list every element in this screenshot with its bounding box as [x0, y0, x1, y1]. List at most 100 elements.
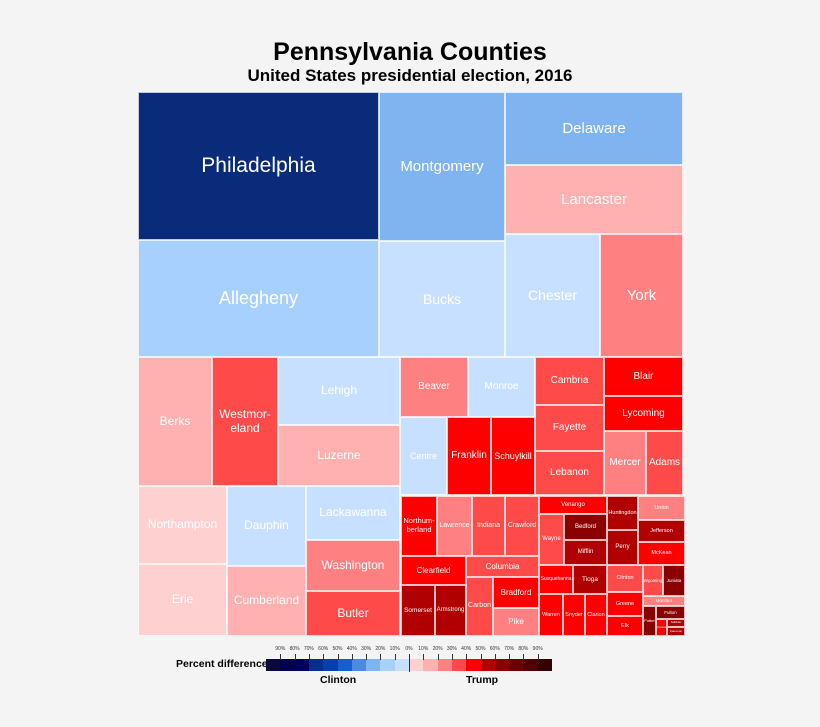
county-cell-venango: Venango [539, 496, 607, 514]
legend-tick [437, 654, 439, 660]
legend-swatch [337, 659, 353, 671]
county-cell-centre: Centre [400, 417, 447, 495]
county-cell-indiana: Indiana [472, 496, 505, 556]
county-cell-york: York [600, 234, 683, 357]
legend-trump-label: Trump [466, 674, 499, 686]
legend-tick [409, 654, 410, 672]
legend-tick-label: 60% [489, 646, 500, 652]
county-cell-westmoreland: Westmor- eland [212, 357, 278, 486]
county-cell-delaware: Delaware [505, 92, 683, 165]
county-cell-elk: Elk [607, 616, 643, 636]
county-cell-pike: Pike [493, 608, 539, 636]
chart-subtitle: United States presidential election, 201… [247, 66, 573, 85]
legend-swatch [294, 659, 310, 671]
county-cell-berks: Berks [138, 357, 212, 486]
legend-tick-label: 10% [418, 646, 429, 652]
legend-tick [480, 654, 482, 660]
legend-tick [380, 654, 382, 660]
legend-swatch [323, 659, 338, 671]
legend-swatch [537, 659, 553, 671]
legend-clinton-label: Clinton [320, 674, 357, 686]
county-cell-snyder: Snyder [563, 594, 585, 636]
legend-swatch [523, 659, 539, 671]
county-cell-cameron: Cameron [667, 627, 685, 636]
legend-swatch [509, 659, 524, 671]
legend-tick [323, 654, 325, 660]
legend-tick [351, 654, 353, 660]
legend-tick [509, 654, 511, 660]
county-cell-fayette: Fayette [535, 405, 604, 451]
legend-tick [466, 654, 468, 660]
county-cell-lycoming: Lycoming [604, 396, 683, 431]
county-cell-mercer: Mercer [604, 431, 646, 495]
legend-tick [280, 654, 282, 660]
county-cell-philadelphia: Philadelphia [138, 92, 379, 240]
legend-tick-label: 0% [405, 646, 413, 652]
legend-tick [337, 654, 339, 660]
county-cell-greene: Greene [607, 592, 643, 616]
legend-tick-label: 90% [532, 646, 543, 652]
legend-label: Percent difference: [176, 658, 272, 670]
legend-swatch [380, 659, 396, 671]
county-cell-jefferson: Jefferson [638, 520, 685, 542]
county-cell-crawford: Crawford [505, 496, 539, 556]
legend-tick [537, 654, 539, 660]
county-cell-lackawanna: Lackawanna [306, 486, 400, 540]
county-cell-warren: Warren [539, 594, 563, 636]
county-cell-butler: Butler [306, 591, 400, 636]
legend-tick-label: 40% [346, 646, 357, 652]
legend-tick-label: 60% [318, 646, 329, 652]
legend-tick-label: 40% [461, 646, 472, 652]
county-cell-dauphin: Dauphin [227, 486, 306, 566]
county-cell-washington: Washington [306, 540, 400, 591]
legend-tick-label: 50% [475, 646, 486, 652]
county-cell-northampton: Northampton [138, 486, 227, 564]
chart-title: Pennsylvania Counties [273, 38, 547, 66]
county-cell-lebanon: Lebanon [535, 451, 604, 495]
county-cell-erie: Erie [138, 564, 227, 636]
legend-tick [366, 654, 368, 660]
legend-tick-label: 20% [432, 646, 443, 652]
legend-tick-label: 30% [361, 646, 372, 652]
county-cell-tioga: Tioga [573, 565, 607, 594]
legend-swatch [494, 659, 510, 671]
county-cell-franklin: Franklin [447, 417, 491, 495]
legend-swatch [409, 659, 424, 671]
legend-tick-label: 50% [332, 646, 343, 652]
county-cell-beaver: Beaver [400, 357, 468, 417]
county-cell-luzerne: Luzerne [278, 425, 400, 486]
county-cell-clarion: Clarion [585, 594, 607, 636]
legend-swatch [451, 659, 467, 671]
county-cell-monroe: Monroe [468, 357, 535, 417]
county-cell-somerset: Somerset [401, 585, 435, 636]
county-cell-adams: Adams [646, 431, 683, 495]
legend-tick-label: 20% [375, 646, 386, 652]
legend-swatch [480, 659, 496, 671]
legend-swatch [423, 659, 439, 671]
legend-tick [523, 654, 525, 660]
county-cell-sullivan: Sullivan [667, 619, 685, 627]
county-cell-carbon: Carbon [466, 577, 493, 636]
legend-tick-label: 80% [518, 646, 529, 652]
county-cell-northumberland: Northum- berland [401, 496, 437, 556]
county-cell-perry: Perry [607, 530, 638, 565]
county-cell-montour: Montour [643, 596, 685, 606]
legend-swatch [466, 659, 481, 671]
county-cell-allegheny: Allegheny [138, 240, 379, 357]
legend-swatch [308, 659, 324, 671]
county-cell-wyoming: Wyoming [643, 565, 663, 596]
legend-tick-label: 30% [446, 646, 457, 652]
legend-tick [308, 654, 310, 660]
county-cell-union: Union [638, 496, 685, 520]
county-cell-cambria: Cambria [535, 357, 604, 405]
legend-tick-label: 70% [504, 646, 515, 652]
county-cell-clearfield: Clearfield [401, 556, 466, 585]
county-cell-forest: Forest [656, 619, 667, 636]
legend-tick [294, 654, 296, 660]
legend-tick [451, 654, 453, 660]
legend-swatch [280, 659, 296, 671]
county-cell-chester: Chester [505, 234, 600, 357]
legend-tick [394, 654, 396, 660]
county-cell-mifflin: Mifflin [564, 540, 607, 565]
